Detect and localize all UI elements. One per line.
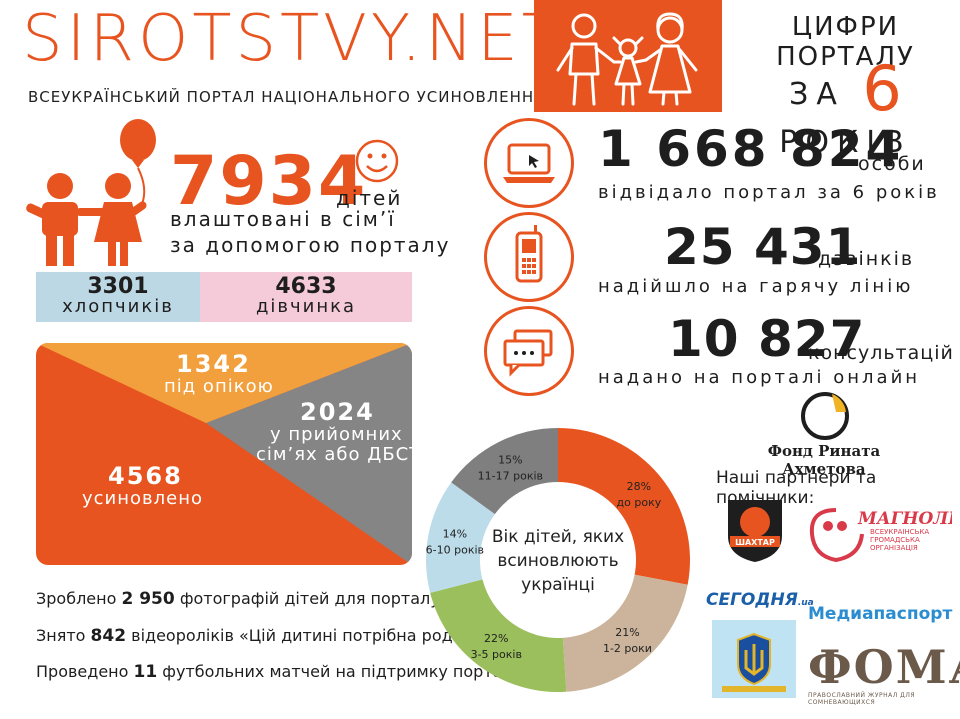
adopted-count: 4568 — [108, 462, 183, 490]
visitors-unit: особи — [858, 153, 926, 175]
care-types-chart — [36, 343, 412, 565]
chat-icon — [484, 306, 574, 396]
donut-slice-3 — [426, 482, 495, 593]
donut-percent-label-4: 15% — [498, 453, 522, 466]
boys-box: 3301 хлопчиків — [36, 272, 200, 322]
fact-photos: Зроблено 2 950 фотографій дітей для порт… — [36, 589, 440, 609]
donut-percent-label-0: 28% — [627, 480, 651, 493]
calls-description: надійшло на гарячу лінію — [598, 276, 914, 297]
calls-number: 25 431 — [664, 218, 862, 276]
family-banner — [534, 0, 722, 112]
donut-slice-1 — [562, 574, 688, 692]
consultations-number: 10 827 — [668, 310, 866, 368]
years-suffix: РОКІВ — [779, 125, 912, 160]
donut-percent-label-3: 14% — [443, 527, 467, 540]
donut-category-label-4: 11-17 років — [478, 469, 543, 482]
kids-label: дітей — [336, 186, 403, 210]
custody-label: під опікою — [164, 376, 274, 397]
boys-count: 3301 — [87, 274, 149, 299]
years-prefix: ЗА — [789, 77, 845, 112]
donut-percent-label-2: 22% — [484, 632, 508, 645]
family-icon — [556, 12, 698, 106]
balloon-kids-icon — [26, 119, 156, 266]
fact-videos: Знято 842 відеороліків «Цій дитині потрі… — [36, 626, 494, 646]
visitors-number: 1 668 824 — [598, 120, 904, 178]
donut-category-label-3: 6-10 років — [426, 543, 484, 556]
fund-name: Фонд Рината Ахметова — [767, 442, 881, 478]
custody-count: 1342 — [176, 350, 251, 378]
shakhtar-logo-icon: ШАХТАР — [728, 500, 782, 562]
foma-logo: ФОМА — [808, 640, 960, 694]
magnolia-logo-icon: МАГНОЛІЯ ВСЕУКРАЇНСЬКА ГРОМАДСЬКА ОРГАНІ… — [809, 508, 952, 563]
kids-description-line-1: влаштовані в сім’ї — [170, 207, 396, 231]
calls-unit: дзвінків — [818, 248, 915, 270]
girls-count: 4633 — [275, 274, 337, 299]
shakhtar-text: ШАХТАР — [735, 538, 775, 547]
magnolia-subtitle: ВСЕУКРАЇНСЬКА ГРОМАДСЬКА ОРГАНІЗАЦІЯ — [870, 528, 930, 552]
portal-years: ЗА 6 РОКІВ — [738, 52, 953, 160]
site-subtitle: ВСЕУКРАЇНСЬКИЙ ПОРТАЛ НАЦІОНАЛЬНОГО УСИН… — [28, 88, 546, 106]
girls-label: дівчинка — [255, 296, 357, 317]
magnolia-title: МАГНОЛІЯ — [857, 509, 952, 529]
donut-category-label-1: 1-2 роки — [603, 642, 652, 655]
foster-label-line-1: у прийомних — [270, 424, 403, 445]
donut-center-line-1: Вік дітей, яких — [492, 527, 624, 547]
phone-icon — [484, 212, 574, 302]
kids-count: 7934 — [170, 142, 368, 221]
consultations-unit: консультацій — [808, 342, 954, 364]
kids-description-line-2: за допомогою порталу — [170, 233, 451, 257]
care-foster-area — [206, 343, 412, 565]
consultations-description: надано на порталі онлайн — [598, 367, 921, 388]
foster-count: 2024 — [300, 398, 375, 426]
boys-label: хлопчиків — [62, 296, 174, 317]
mediapassport-logo: Медиапаспорт — [808, 604, 953, 624]
donut-category-label-2: 3-5 років — [471, 648, 522, 661]
donut-center-line-2: всиновлюють — [497, 551, 618, 571]
laptop-icon — [484, 118, 574, 208]
segodnya-logo: СЕГОДНЯ.ua — [706, 590, 814, 610]
adopted-label: усиновлено — [82, 488, 203, 509]
donut-percent-label-1: 21% — [615, 626, 639, 639]
donut-slice-0 — [558, 428, 690, 585]
fund-logo-icon — [801, 392, 849, 440]
foster-label-line-2: сім’ях або ДБСТ — [256, 444, 422, 465]
donut-center-line-3: українці — [521, 575, 595, 595]
years-number: 6 — [862, 52, 902, 125]
portal-title: ЦИФРИ ПОРТАЛУ — [776, 12, 915, 72]
age-donut-chart: 28% до року 21% 1-2 роки 22% 3-5 років 14% 6-10… — [426, 428, 690, 692]
fact-matches: Проведено 11 футбольних матчей на підтри… — [36, 662, 523, 682]
donut-category-label-0: до року — [617, 496, 662, 509]
foma-subtitle: ПРАВОСЛАВНИЙ ЖУРНАЛ ДЛЯ СОМНЕВАЮЩИХСЯ — [808, 692, 916, 706]
smiley-icon — [355, 139, 399, 183]
donut-slice-4 — [451, 428, 558, 515]
ministry-emblem-icon — [712, 620, 796, 698]
donut-slice-2 — [430, 579, 567, 692]
site-logo: SIROTSTVY.NET — [22, 2, 565, 76]
care-custody-area — [36, 343, 412, 423]
visitors-description: відвідало портал за 6 років — [598, 182, 940, 203]
girls-box: 4633 дівчинка — [200, 272, 412, 322]
